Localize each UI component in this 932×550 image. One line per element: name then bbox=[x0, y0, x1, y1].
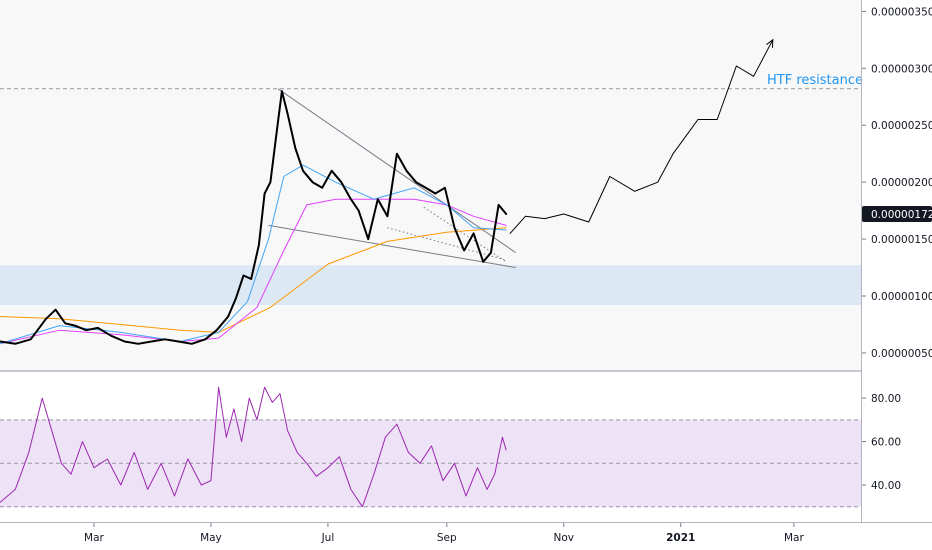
ema-mid-line bbox=[0, 198, 507, 345]
rsi-axis-tick-label: 80.00 bbox=[871, 393, 901, 405]
price-axis-tick-label: 0.00000200 bbox=[871, 177, 932, 189]
trendline-3 bbox=[387, 227, 505, 261]
time-axis-tick-label: May bbox=[200, 532, 222, 544]
time-axis-tick-label: Mar bbox=[784, 532, 804, 544]
trendline-1 bbox=[277, 88, 517, 254]
rsi-axis-tick-label: 40.00 bbox=[871, 480, 901, 492]
time-axis[interactable]: Mar May Jul Sep Nov 2021 Mar bbox=[84, 523, 804, 544]
time-axis-tick-label: Jul bbox=[321, 532, 335, 544]
ema-slow-line bbox=[0, 227, 507, 333]
rsi-axis-tick-label: 60.00 bbox=[871, 437, 901, 449]
price-axis[interactable]: 0.00000350 0.00000300 0.00000250 0.00000200… bbox=[862, 6, 932, 360]
last-price-tag-text: 0.00000172 bbox=[871, 209, 932, 221]
htf-resistance-label: HTF resistance bbox=[767, 73, 863, 88]
rsi-axis[interactable]: 80.00 60.00 40.00 bbox=[862, 393, 901, 492]
rsi-series bbox=[0, 386, 507, 508]
price-axis-tick-label: 0.00000150 bbox=[871, 234, 932, 246]
projection-arrowhead bbox=[766, 38, 774, 48]
price-pane[interactable]: HTF resistance bbox=[0, 0, 863, 370]
price-axis-tick-label: 0.00000300 bbox=[871, 63, 932, 75]
ema-fast-line bbox=[0, 164, 507, 345]
rsi-pane[interactable] bbox=[0, 372, 861, 522]
price-series bbox=[0, 38, 774, 345]
time-axis-tick-label: 2021 bbox=[666, 532, 695, 544]
price-line bbox=[0, 90, 508, 345]
time-axis-tick-label: Nov bbox=[554, 532, 575, 544]
trendlines bbox=[268, 88, 517, 269]
time-axis-tick-label: Mar bbox=[84, 532, 104, 544]
rsi-line bbox=[0, 386, 507, 508]
last-price-tag-background bbox=[862, 206, 932, 223]
price-axis-tick-label: 0.00000050 bbox=[871, 348, 932, 360]
time-axis-tick-label: Sep bbox=[437, 532, 457, 544]
price-pane-background bbox=[0, 0, 861, 370]
support-zone bbox=[0, 265, 861, 306]
last-price-tag: 0.00000172 bbox=[862, 206, 932, 223]
price-axis-tick-label: 0.00000350 bbox=[871, 6, 932, 18]
price-axis-tick-label: 0.00000250 bbox=[871, 120, 932, 132]
trendline-2 bbox=[268, 224, 516, 269]
projection-line bbox=[509, 39, 774, 234]
price-axis-tick-label: 0.00000100 bbox=[871, 291, 932, 303]
trendline-4 bbox=[423, 206, 507, 263]
